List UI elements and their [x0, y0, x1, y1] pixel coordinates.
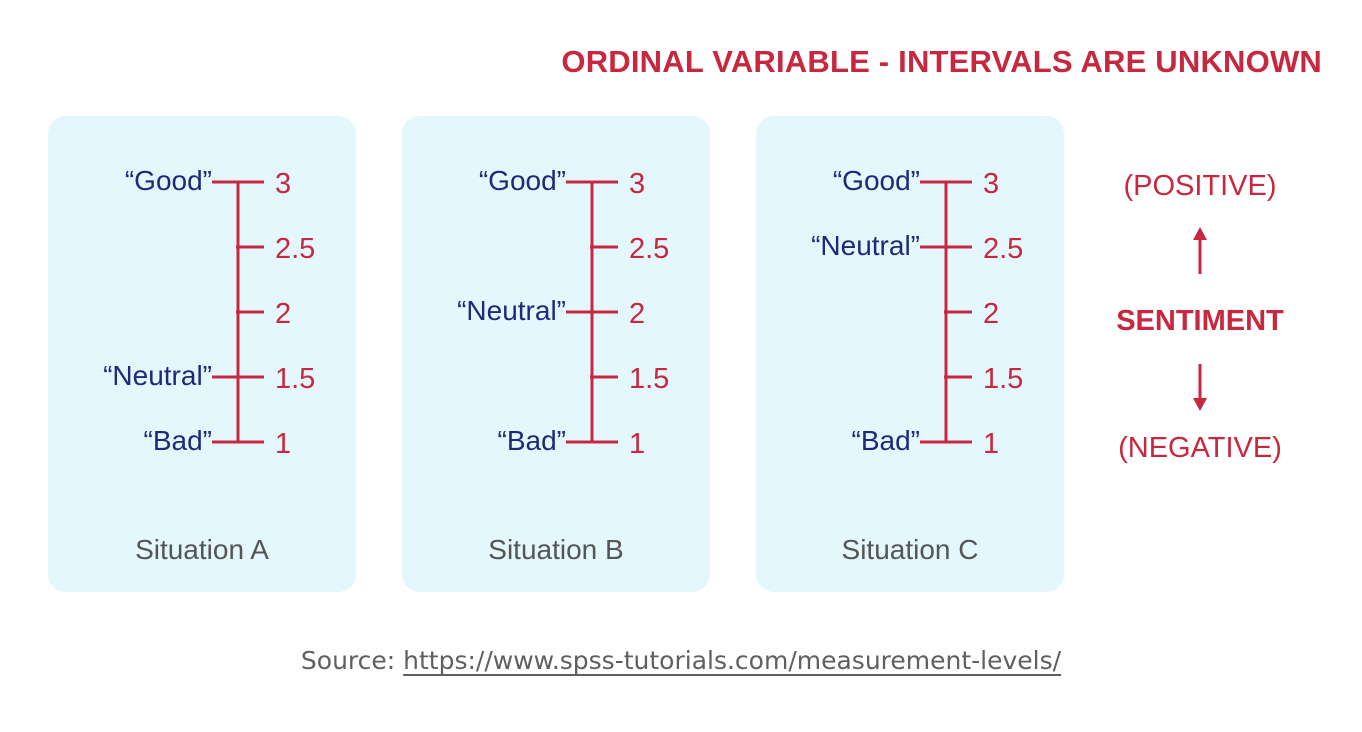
- scale-tick-label: 3: [629, 168, 645, 200]
- positive-label: (POSITIVE): [1123, 170, 1277, 202]
- scale-tick-label: 1: [629, 428, 645, 460]
- category-label: “Bad”: [498, 425, 566, 456]
- scale-tick-label: 1.5: [629, 363, 669, 395]
- scale-tick-label: 1.5: [983, 363, 1023, 395]
- category-label: “Bad”: [852, 425, 920, 456]
- arrow-down-icon: [1193, 364, 1207, 411]
- category-label: “Good”: [479, 165, 566, 196]
- situation-b-scale: 3 2.5 2 1.5 1 “Good” “Neutral” “Bad”: [457, 165, 669, 460]
- category-label: “Neutral”: [457, 295, 566, 326]
- situation-c-caption: Situation C: [841, 534, 979, 565]
- situation-a-scale: 3 2.5 2 1.5 1 “Good” “Neutral” “Bad”: [103, 165, 315, 460]
- scale-tick-label: 1: [983, 428, 999, 460]
- category-label: “Neutral”: [103, 360, 212, 391]
- sentiment-label: SENTIMENT: [1116, 305, 1284, 337]
- source-prefix: Source:: [300, 646, 396, 675]
- situation-c-scale: 3 2.5 2 1.5 1 “Good” “Neutral” “Bad”: [811, 165, 1023, 460]
- category-label: “Good”: [125, 165, 212, 196]
- situation-a-caption: Situation A: [135, 534, 269, 565]
- scale-tick-label: 2: [275, 298, 291, 330]
- source-link[interactable]: https://www.spss-tutorials.com/measureme…: [403, 646, 1062, 675]
- scale-tick-label: 1.5: [275, 363, 315, 395]
- scale-tick-label: 1: [275, 428, 291, 460]
- negative-label: (NEGATIVE): [1118, 432, 1282, 464]
- situation-b-panel: 3 2.5 2 1.5 1 “Good” “Neutral” “Bad” Situation …: [402, 116, 710, 592]
- category-label: “Good”: [833, 165, 920, 196]
- situation-a-panel: 3 2.5 2 1.5 1 “Good” “Neutral” “Bad” Situation …: [48, 116, 356, 592]
- diagram-title: ORDINAL VARIABLE - INTERVALS ARE UNKNOWN: [561, 44, 1322, 79]
- situation-b-caption: Situation B: [488, 534, 624, 565]
- situation-c-panel: 3 2.5 2 1.5 1 “Good” “Neutral” “Bad” Situation …: [756, 116, 1064, 592]
- scale-tick-label: 2.5: [275, 233, 315, 265]
- category-label: “Neutral”: [811, 230, 920, 261]
- scale-tick-label: 2.5: [629, 233, 669, 265]
- source-caption: Source: https://www.spss-tutorials.com/m…: [0, 646, 1362, 675]
- category-label: “Bad”: [144, 425, 212, 456]
- scale-tick-label: 2: [983, 298, 999, 330]
- arrow-up-icon: [1193, 227, 1207, 274]
- scale-tick-label: 2.5: [983, 233, 1023, 265]
- scale-tick-label: 3: [275, 168, 291, 200]
- scale-tick-label: 3: [983, 168, 999, 200]
- scale-tick-label: 2: [629, 298, 645, 330]
